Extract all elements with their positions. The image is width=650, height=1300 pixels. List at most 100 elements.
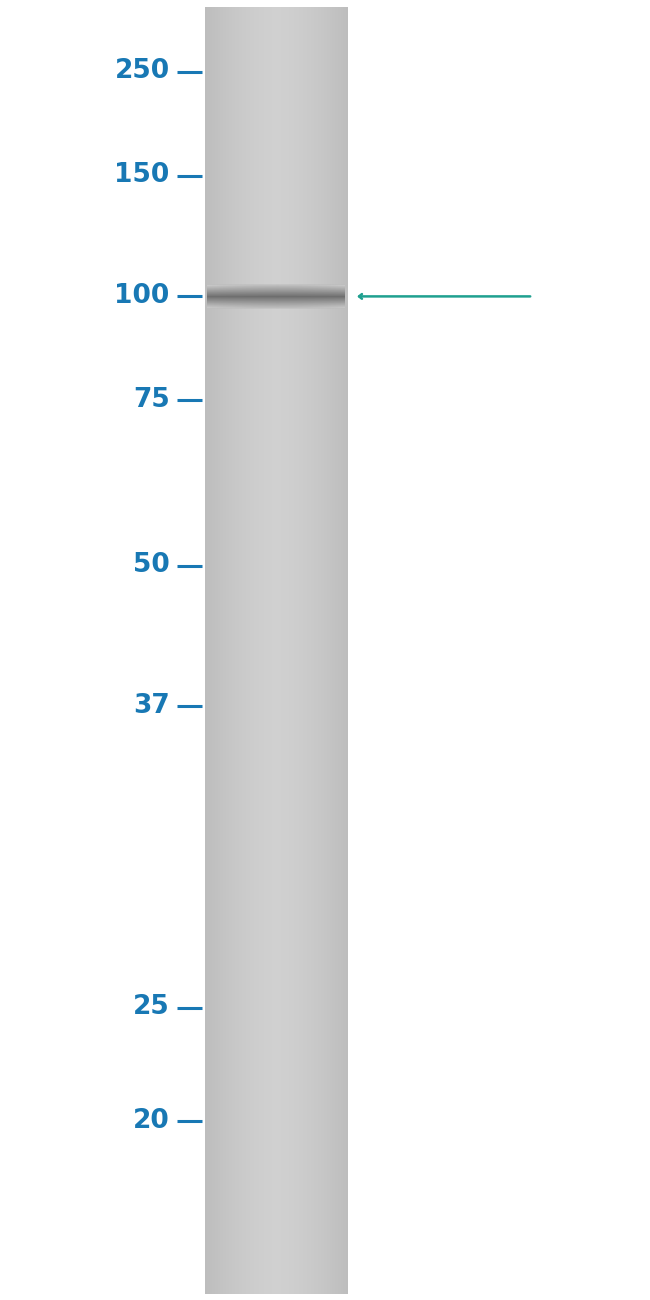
Bar bbox=[252, 6, 253, 1294]
Bar bbox=[212, 6, 213, 1294]
Bar bbox=[313, 6, 314, 1294]
Bar bbox=[327, 6, 328, 1294]
Bar bbox=[294, 6, 295, 1294]
Bar bbox=[216, 6, 217, 1294]
Bar bbox=[227, 6, 228, 1294]
Bar bbox=[244, 283, 246, 308]
Bar bbox=[205, 6, 206, 1294]
Bar bbox=[240, 6, 241, 1294]
Bar bbox=[257, 6, 258, 1294]
Bar bbox=[248, 6, 250, 1294]
Bar bbox=[293, 6, 294, 1294]
Bar bbox=[241, 6, 242, 1294]
Bar bbox=[220, 6, 222, 1294]
Bar bbox=[209, 6, 211, 1294]
Bar bbox=[281, 6, 283, 1294]
Bar bbox=[290, 283, 292, 308]
Bar bbox=[288, 283, 290, 308]
Bar bbox=[268, 6, 269, 1294]
Bar bbox=[207, 6, 208, 1294]
Bar bbox=[274, 6, 275, 1294]
Bar bbox=[226, 283, 228, 308]
Bar bbox=[298, 6, 299, 1294]
Bar bbox=[334, 6, 335, 1294]
Bar bbox=[339, 6, 341, 1294]
Bar bbox=[229, 6, 231, 1294]
Bar bbox=[306, 283, 308, 308]
Bar bbox=[280, 6, 281, 1294]
Bar bbox=[265, 6, 266, 1294]
Bar bbox=[228, 6, 229, 1294]
Bar bbox=[222, 6, 224, 1294]
Bar bbox=[269, 6, 270, 1294]
Bar bbox=[261, 6, 262, 1294]
Bar bbox=[226, 6, 228, 1294]
Bar bbox=[243, 6, 244, 1294]
Bar bbox=[278, 6, 280, 1294]
Bar bbox=[211, 6, 213, 1294]
Bar bbox=[266, 6, 267, 1294]
Bar bbox=[246, 6, 248, 1294]
Bar bbox=[283, 283, 285, 308]
Bar bbox=[218, 6, 219, 1294]
Bar bbox=[304, 6, 306, 1294]
Bar bbox=[218, 6, 220, 1294]
Bar bbox=[260, 283, 263, 308]
Bar bbox=[341, 6, 342, 1294]
Bar bbox=[271, 6, 272, 1294]
Bar bbox=[292, 6, 293, 1294]
Bar bbox=[316, 6, 317, 1294]
Bar bbox=[283, 6, 285, 1294]
Bar bbox=[210, 283, 212, 308]
Bar bbox=[273, 6, 274, 1294]
Bar bbox=[322, 6, 323, 1294]
Bar bbox=[263, 6, 265, 1294]
Text: 250: 250 bbox=[114, 58, 170, 84]
Bar bbox=[297, 6, 298, 1294]
Bar bbox=[277, 6, 278, 1294]
Bar bbox=[346, 6, 348, 1294]
Bar bbox=[343, 6, 344, 1294]
Bar bbox=[220, 6, 221, 1294]
Bar bbox=[332, 6, 333, 1294]
Bar bbox=[267, 283, 269, 308]
Bar bbox=[264, 6, 265, 1294]
Bar bbox=[331, 6, 332, 1294]
Bar bbox=[344, 6, 345, 1294]
Bar bbox=[279, 283, 281, 308]
Bar bbox=[254, 283, 255, 308]
Bar bbox=[249, 283, 251, 308]
Bar bbox=[290, 6, 291, 1294]
Bar bbox=[308, 6, 309, 1294]
Bar bbox=[311, 6, 313, 1294]
Bar bbox=[311, 283, 313, 308]
Bar bbox=[274, 6, 276, 1294]
Bar bbox=[278, 6, 279, 1294]
Bar bbox=[211, 6, 212, 1294]
Bar bbox=[336, 6, 337, 1294]
Bar bbox=[285, 6, 286, 1294]
Bar bbox=[224, 6, 226, 1294]
Text: 100: 100 bbox=[114, 283, 170, 309]
Bar bbox=[270, 6, 272, 1294]
Bar bbox=[226, 6, 227, 1294]
Bar bbox=[291, 6, 292, 1294]
Bar bbox=[302, 6, 303, 1294]
Bar bbox=[214, 283, 216, 308]
Bar bbox=[341, 6, 342, 1294]
Bar bbox=[297, 283, 299, 308]
Bar bbox=[284, 6, 285, 1294]
Bar bbox=[331, 6, 332, 1294]
Bar bbox=[281, 283, 283, 308]
Bar bbox=[279, 6, 280, 1294]
Bar bbox=[329, 6, 330, 1294]
Bar bbox=[246, 6, 247, 1294]
Bar bbox=[272, 283, 274, 308]
Bar bbox=[291, 6, 292, 1294]
Bar bbox=[230, 283, 233, 308]
Text: 150: 150 bbox=[114, 162, 170, 188]
Bar bbox=[291, 6, 292, 1294]
Bar bbox=[326, 6, 327, 1294]
Bar bbox=[242, 6, 243, 1294]
Bar bbox=[327, 6, 328, 1294]
